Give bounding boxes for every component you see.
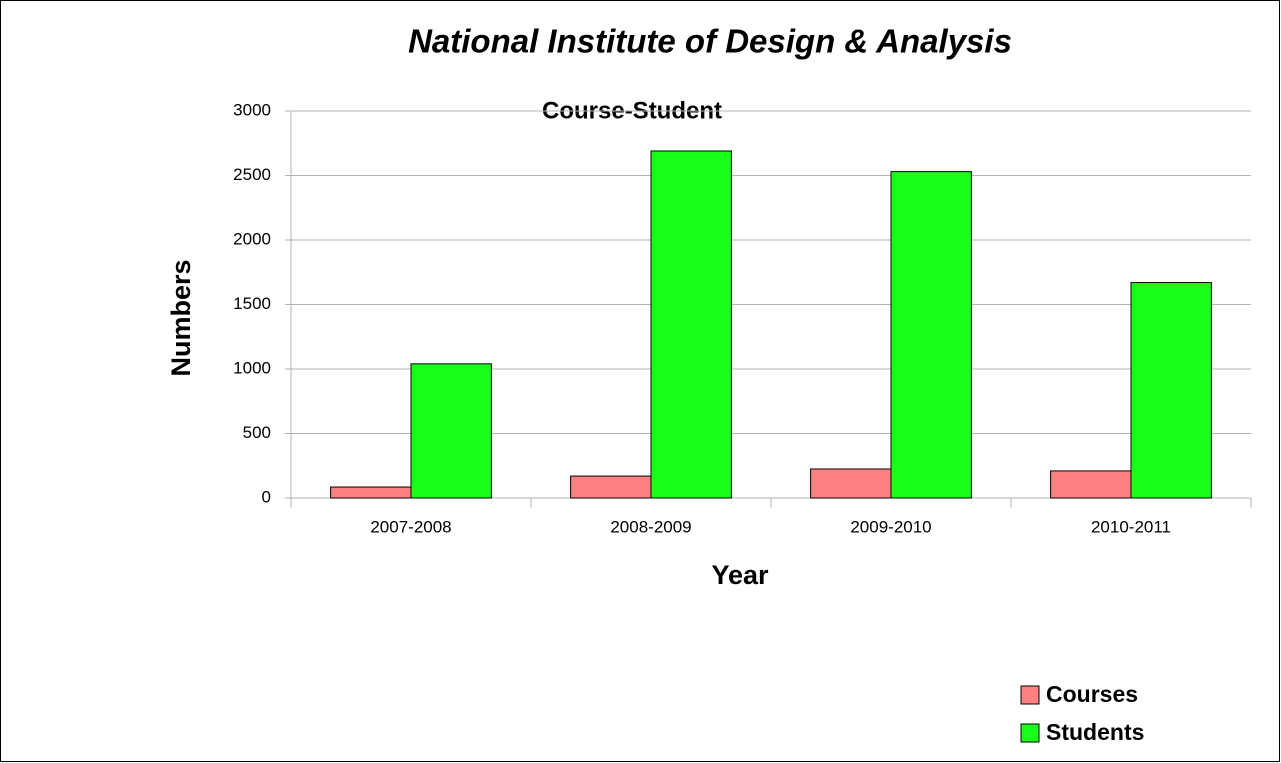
legend-swatch [1020, 685, 1040, 705]
x-tick-label: 2010-2011 [1091, 517, 1171, 536]
y-tick-label: 1000 [233, 358, 271, 377]
bar [410, 363, 492, 499]
bar [890, 171, 972, 499]
bar [330, 486, 412, 499]
y-tick-label: 500 [243, 423, 271, 442]
y-tick-label: 2000 [233, 229, 271, 248]
y-tick-label: 2500 [233, 165, 271, 184]
y-tick-label: 1500 [233, 294, 271, 313]
x-axis-label: Year [711, 560, 769, 590]
legend-label: Courses [1046, 681, 1138, 707]
x-tick-label: 2009-2010 [850, 517, 931, 536]
x-tick-label: 2008-2009 [610, 517, 691, 536]
bar [810, 468, 892, 499]
x-tick-label: 2007-2008 [370, 517, 451, 536]
y-tick-label: 3000 [233, 100, 271, 119]
bar [1050, 470, 1132, 499]
bar [1130, 282, 1212, 499]
legend-label: Students [1046, 719, 1144, 745]
chart-title: National Institute of Design & Analysis [408, 23, 1012, 60]
bar [650, 150, 732, 499]
y-axis-label: Numbers [166, 259, 196, 376]
y-tick-label: 0 [262, 487, 271, 506]
bar [570, 475, 652, 499]
legend-swatch [1020, 723, 1040, 743]
